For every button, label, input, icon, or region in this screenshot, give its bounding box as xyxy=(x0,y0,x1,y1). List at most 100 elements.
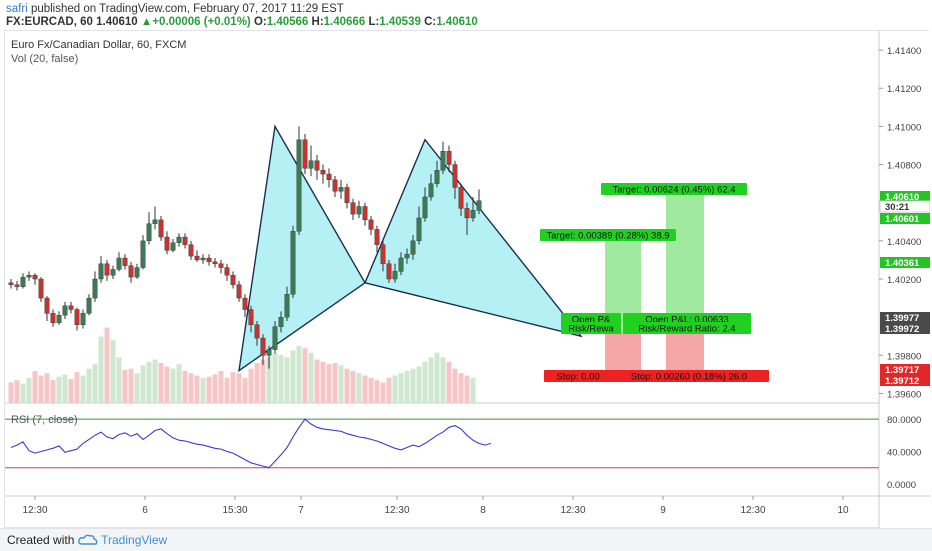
candle-body xyxy=(374,229,380,245)
volume-bar xyxy=(8,382,14,403)
price-label-badge xyxy=(880,257,930,268)
rsi-pane[interactable]: 80.0000 40.0000 0.0000 xyxy=(5,415,921,491)
price-tick-label: 1.40800 xyxy=(887,161,921,172)
rsi-tick-label: 40.0000 xyxy=(887,448,921,459)
target-label-1-bg xyxy=(540,229,676,241)
candle-body xyxy=(98,263,104,280)
candle-body xyxy=(278,316,284,327)
volume-bar xyxy=(464,375,470,403)
time-axis[interactable]: 12:30 6 15:30 7 12:30 8 12:30 9 12:30 10 xyxy=(22,496,849,516)
target-label-1: Target: 0.00389 (0.28%) 38.9 xyxy=(546,231,669,242)
footer-bar: Created with TradingView xyxy=(0,528,932,551)
price-axis[interactable]: 1.41400 1.41200 1.41000 1.40800 1.40400 1.402… xyxy=(879,46,931,400)
volume-bar xyxy=(440,357,446,403)
target-label-2-bg xyxy=(601,183,747,195)
candle-body xyxy=(50,313,56,324)
volume-bar xyxy=(404,371,410,403)
candle-body xyxy=(80,313,86,325)
volume-bar xyxy=(224,377,230,403)
volume-bar xyxy=(242,377,248,403)
high-label: H: xyxy=(311,16,324,28)
candles xyxy=(8,126,482,369)
volume-bar xyxy=(374,380,380,403)
time-tick-label: 12:30 xyxy=(560,505,585,516)
volume-bar xyxy=(350,371,356,403)
candle-body xyxy=(8,282,14,285)
candle-body xyxy=(254,324,260,339)
rsi-tick-label: 80.0000 xyxy=(887,415,921,426)
change-value: +0.00006 (+0.01%) xyxy=(152,16,251,28)
price-label-text: 1.40610 xyxy=(885,192,919,203)
quote-line: FX:EURCAD, 60 1.40610 ▲+0.00006 (+0.01%)… xyxy=(6,16,478,28)
time-tick-label: 6 xyxy=(142,505,148,516)
volume-bar xyxy=(446,361,452,403)
price-tick-label: 1.39600 xyxy=(887,389,921,400)
candle-body xyxy=(236,284,242,299)
volume-bar xyxy=(164,366,170,403)
candle-body xyxy=(320,170,326,175)
volume-bar xyxy=(128,368,134,403)
candle-body xyxy=(404,253,410,259)
candle-body xyxy=(230,274,236,285)
price-label-badge xyxy=(880,364,930,375)
grid xyxy=(5,31,930,529)
low-value: 1.40539 xyxy=(379,16,421,28)
pattern-bcd-triangle xyxy=(364,138,583,338)
candle-body xyxy=(200,257,206,261)
volume-bar xyxy=(470,377,476,403)
candle-body xyxy=(350,202,356,215)
risk-reward-label-1-bg xyxy=(561,322,621,334)
time-tick-label: 12:30 xyxy=(384,505,409,516)
candle-body xyxy=(92,278,98,299)
tradingview-logo[interactable]: TradingView xyxy=(78,533,167,547)
cloud-icon xyxy=(78,534,98,545)
time-tick-label: 9 xyxy=(660,505,666,516)
time-tick-label: 12:30 xyxy=(22,505,47,516)
chart-container[interactable]: Target: 0.00624 (0.45%) 62.4 Target: 0.00… xyxy=(4,30,931,529)
volume-bar xyxy=(116,357,122,403)
harmonic-pattern[interactable] xyxy=(238,124,583,373)
candle-body xyxy=(194,255,200,261)
chart-header: safri published on TradingView.com, Febr… xyxy=(0,0,932,30)
volume-legend: Vol (20, false) xyxy=(11,53,78,65)
volume-bar xyxy=(344,368,350,403)
volume-bar xyxy=(50,380,56,403)
price-tick-label: 1.40400 xyxy=(887,237,921,248)
candle-body xyxy=(464,208,470,219)
volume-bar xyxy=(110,340,116,403)
price-chart[interactable]: Target: 0.00624 (0.45%) 62.4 Target: 0.00… xyxy=(5,31,931,529)
high-value: 1.40666 xyxy=(323,16,366,28)
position-loss-zone xyxy=(605,331,641,373)
candle-body xyxy=(62,305,68,316)
candle-body xyxy=(134,267,140,278)
volume-bar xyxy=(188,373,194,403)
time-tick-label: 7 xyxy=(298,505,304,516)
author-link[interactable]: safri xyxy=(6,3,28,15)
candle-body xyxy=(410,240,416,255)
volume-bar xyxy=(254,363,260,403)
volume-bar xyxy=(266,357,272,403)
candle-body xyxy=(272,326,278,350)
volume-bar xyxy=(236,373,242,403)
candle-body xyxy=(248,309,254,325)
stop-label-2: Stop: 0.00260 (0.18%) 26.0 xyxy=(631,372,747,383)
candle-body xyxy=(290,231,296,295)
volume-bar xyxy=(146,361,152,403)
volume-bar xyxy=(320,361,326,403)
candle-body xyxy=(74,309,80,325)
volume-bar xyxy=(260,359,266,403)
volume-bar xyxy=(86,368,92,403)
volume-bar xyxy=(458,373,464,403)
candle-body xyxy=(152,219,158,224)
candle-body xyxy=(398,257,404,272)
candle-body xyxy=(266,349,272,356)
volume-bar xyxy=(422,361,428,403)
volume-bar xyxy=(32,371,38,403)
position-tools[interactable]: Target: 0.00624 (0.45%) 62.4 Target: 0.00… xyxy=(540,183,769,383)
volume-bar xyxy=(302,348,308,403)
volume-bar xyxy=(14,380,20,403)
candle-body xyxy=(68,305,74,310)
volume-bar xyxy=(200,377,206,403)
volume-bar xyxy=(140,365,146,403)
candle-body xyxy=(212,261,218,264)
